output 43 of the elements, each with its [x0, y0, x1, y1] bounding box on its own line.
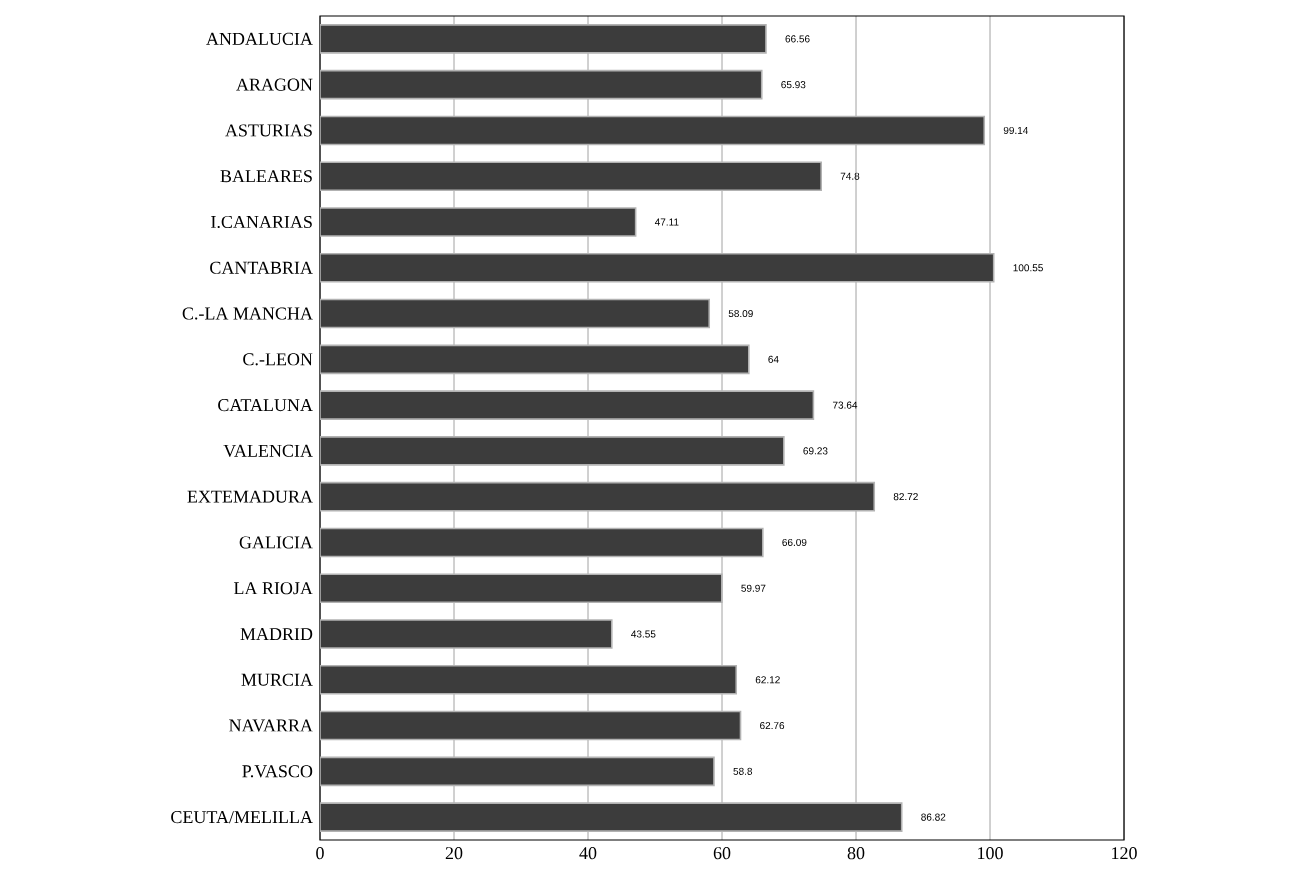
bar [320, 664, 738, 695]
bar [320, 436, 785, 466]
y-tick-label: EXTEMADURA [187, 490, 313, 503]
bar [320, 756, 715, 787]
y-tick-label: MADRID [240, 628, 313, 640]
bar [320, 252, 995, 283]
x-tick-label: 20 [445, 847, 463, 860]
y-tick-label: ASTURIAS [225, 124, 312, 137]
bar [320, 527, 764, 558]
y-tick-label: ANDALUCIA [206, 32, 313, 45]
y-tick-label: C.-LEON [243, 353, 313, 366]
y-tick-label: VALENCIA [223, 444, 313, 457]
x-tick-label: 0 [316, 847, 324, 860]
y-tick-label: GALICIA [239, 536, 313, 549]
bar [320, 161, 822, 192]
bar [320, 24, 767, 54]
y-tick-label: LA RIOJA [233, 582, 313, 595]
y-tick-label: CEUTA/MELILLA [171, 811, 313, 824]
bar [320, 69, 763, 100]
y-tick-label: MURCIA [241, 673, 313, 686]
bar [320, 481, 876, 512]
y-tick-label: CATALUNA [218, 399, 313, 412]
y-tick-label: ARAGON [236, 78, 313, 91]
bar [320, 573, 723, 604]
y-tick-label: P.VASCO [242, 765, 313, 778]
bar [320, 298, 711, 329]
y-tick-label: C.-LA MANCHA [182, 307, 313, 320]
x-tick-label: 120 [1112, 847, 1137, 860]
y-tick-label: NAVARRA [229, 719, 313, 732]
x-tick-label: 80 [847, 847, 865, 860]
x-tick-label: 40 [579, 847, 597, 860]
bar [320, 115, 986, 146]
bar [320, 802, 903, 832]
x-tick-label: 100 [978, 847, 1003, 860]
bar [320, 710, 742, 741]
bar [320, 344, 750, 375]
y-tick-label: CANTABRIA [210, 261, 313, 274]
x-tick-label: 60 [713, 847, 731, 860]
y-tick-label: I.CANARIAS [211, 215, 312, 229]
bar [320, 390, 815, 420]
y-tick-label: BALEARES [220, 170, 312, 183]
bar [320, 619, 613, 649]
bar [320, 207, 637, 237]
